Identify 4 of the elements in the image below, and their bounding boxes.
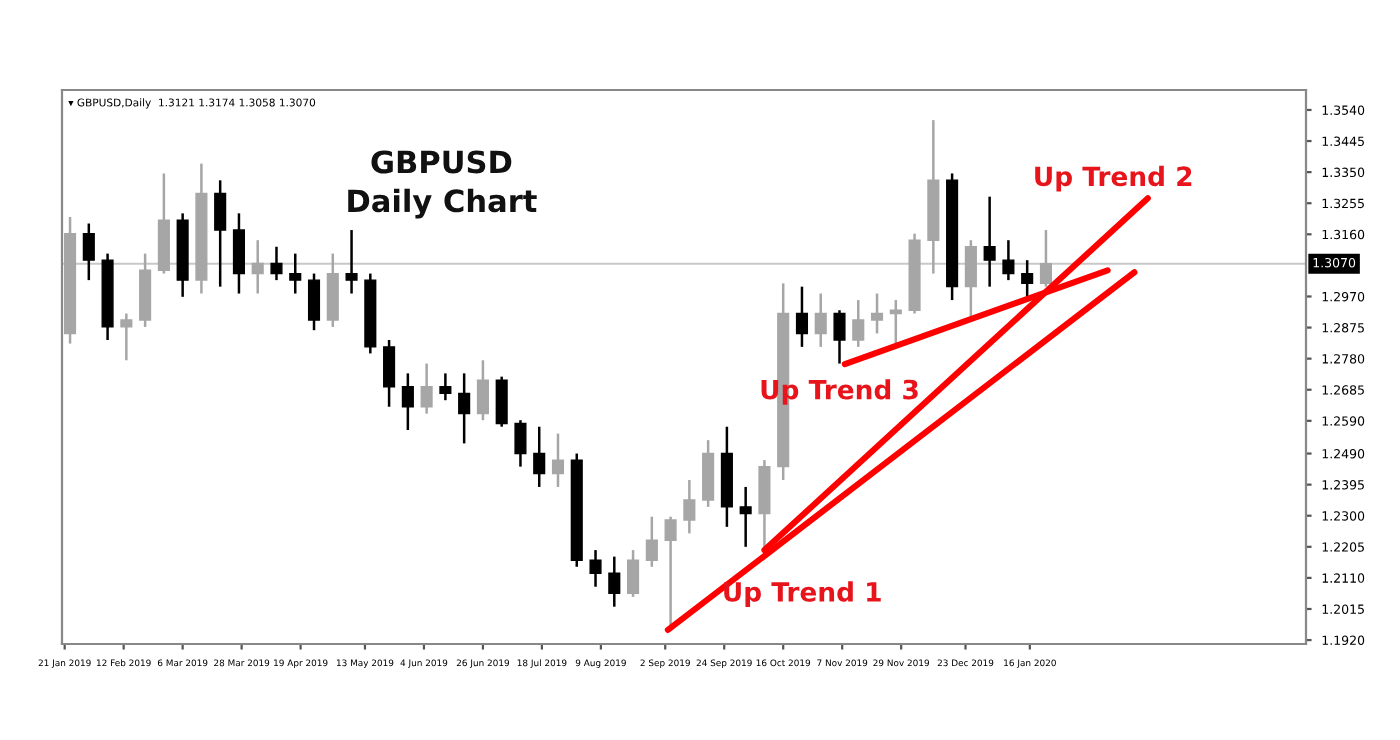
annotation: Up Trend 1 [724, 581, 881, 607]
annotation: Up Trend 2 [1035, 165, 1192, 192]
annotation: Up Trend 3 [761, 379, 918, 405]
text: GBPUSD Daily Chart [348, 150, 537, 219]
